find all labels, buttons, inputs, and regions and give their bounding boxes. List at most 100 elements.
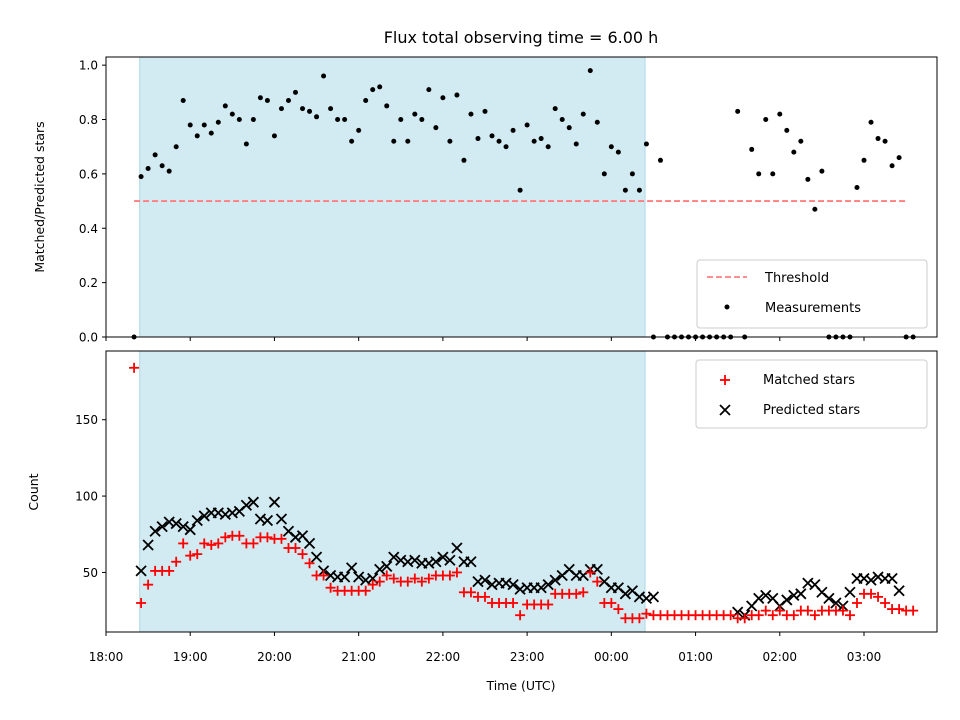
matched-stars-point [409,573,420,584]
matched-stars-point [164,565,175,576]
matched-stars-point [508,597,519,608]
measurement-point [222,103,228,109]
predicted-stars-point [149,525,161,537]
top-y-tick-label: 1.0 [79,59,98,73]
measurement-point [882,138,888,144]
predicted-stars-point [619,588,632,600]
matched-stars-point [774,605,785,616]
measurement-point [489,133,495,139]
predicted-stars-point [647,591,660,603]
measurement-point [391,138,397,144]
legend-threshold-label: Threshold [764,271,829,286]
top-y-ticks: 0.0 0.2 0.4 0.6 0.8 1.0 [79,59,106,345]
measurement-point [412,111,418,117]
measurement-point [307,108,313,114]
predicted-stars-point [479,574,491,586]
top-shaded-region [139,56,646,338]
matched-stars-point [809,610,820,621]
matched-stars-point [192,549,203,560]
x-tick-label: 19:00 [173,650,208,664]
matched-stars-point [423,573,434,584]
measurement-point [566,125,572,131]
measurement-point [608,144,614,150]
measurement-point [426,87,432,93]
predicted-stars-point [760,589,772,601]
measurement-point [573,141,579,147]
bottom-panel: 50 100 150 18:00 19:00 20:00 21:00 22:00 23:00 0… [26,350,938,693]
bottom-shaded-region-layer [139,350,646,633]
measurement-point [370,87,376,93]
measurement-point [285,97,291,103]
measurement-point [243,141,249,147]
measurement-point [657,157,663,163]
measurement-point [293,89,299,95]
legend-measurements-swatch [724,304,730,310]
top-y-tick-label: 0.2 [79,276,98,290]
matched-stars-point [606,597,617,608]
measurement-point [194,133,200,139]
top-y-axis-label: Matched/Predicted stars [32,121,47,272]
bottom-legend-box [695,359,928,429]
predicted-stars-point [268,496,281,508]
measurement-point [643,141,649,147]
measurement-point [770,171,776,177]
measurement-point [629,171,635,177]
predicted-stars-point [437,551,449,563]
measurement-point [545,144,551,150]
matched-stars-point [873,591,884,602]
measurement-point [636,187,642,193]
matched-stars-point [739,613,750,624]
top-y-tick-label: 0.0 [79,331,98,345]
measurement-point [749,146,755,152]
measurement-point [615,149,621,155]
matched-stars-point [592,576,603,587]
measurement-point [208,130,214,136]
matched-stars-point [578,587,589,598]
matched-stars-point [571,588,582,599]
measurement-point [784,127,790,133]
measurement-point [805,176,811,182]
measurement-point [278,106,284,112]
top-shaded-region-layer [139,56,646,338]
measurement-point [257,95,263,101]
measurement-point [791,149,797,155]
matched-stars-point [248,538,259,549]
matched-stars-point [171,556,182,567]
matched-stars-point [234,530,245,541]
measurement-point [264,97,270,103]
legend-matched-swatch [720,375,730,385]
measurement-point [763,117,769,123]
measurement-point [461,157,467,163]
measurement-point [587,68,593,74]
measurement-point [601,171,607,177]
matched-stars-point [465,587,476,598]
top-legend: Threshold Measurements [696,259,928,329]
matched-stars-point [894,604,905,615]
matched-stars-point [360,585,371,596]
measurement-point [559,117,565,123]
measurement-point [875,136,881,142]
matched-stars-point [374,576,385,587]
measurement-point [145,165,151,171]
matched-stars-layer [129,362,919,624]
measurement-point [777,111,783,117]
measurement-point [377,84,383,90]
measurement-point [138,174,144,180]
bottom-y-axis-label: Count [26,473,41,510]
measurement-point [363,97,369,103]
matched-stars-point [213,538,224,549]
predicted-stars-point [261,514,274,527]
matched-stars-point [451,567,462,578]
measurement-point [538,136,544,142]
matched-stars-point [318,570,329,581]
predicted-stars-point [184,524,196,536]
bottom-y-tick-label: 150 [75,413,98,427]
predicted-stars-point [823,592,835,605]
predicted-stars-point [795,588,807,600]
x-tick-label: 18:00 [89,650,124,664]
top-y-tick-label: 0.4 [79,222,98,236]
measurement-point [314,114,320,120]
predicted-stars-point [310,551,323,563]
matched-stars-point [634,613,645,624]
matched-stars-point [908,605,919,616]
